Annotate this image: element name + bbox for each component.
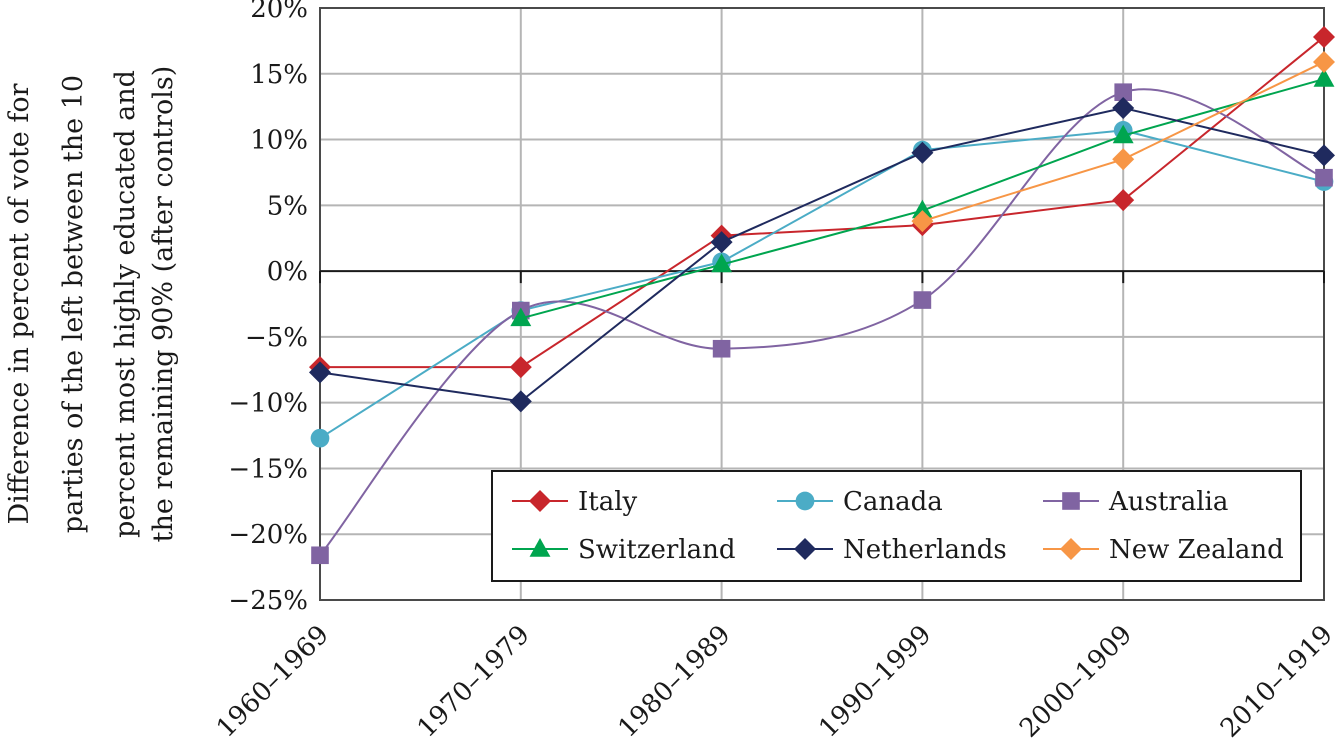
x-tick-label: 1990–1999 (813, 620, 937, 744)
y-tick-label: −10% (228, 389, 308, 419)
y-tick-label: −5% (245, 323, 308, 353)
y-tick-label: −15% (228, 454, 308, 484)
y-tick-label: 20% (250, 0, 308, 24)
series-line-canada (319, 129, 1325, 440)
series-canada (310, 120, 1334, 448)
legend-item-switzerland: Switzerland (512, 535, 736, 565)
legend: Italy Canada Australia Switzerland Netherlan… (491, 470, 1302, 582)
y-tick-label: 15% (250, 60, 308, 90)
data-point-australia (311, 546, 329, 565)
y-axis-title-line: Difference in percent of vote for (4, 83, 35, 524)
y-axis-title-line: the remaining 90% (after controls) (148, 66, 179, 543)
legend-marker-italy (529, 490, 551, 512)
series-line-australia (319, 88, 1325, 556)
data-point-italy (509, 356, 532, 379)
axes: 20% 15% 10% 5% 0% −5% −10% −15% −20% −25% 1960–196… (211, 0, 1337, 744)
data-point-switzerland (1313, 68, 1335, 87)
series-line-netherlands (319, 106, 1325, 403)
legend-label: Australia (1108, 487, 1228, 517)
y-axis-title-line: percent most highly educated and (110, 70, 141, 538)
y-axis-title: Difference in percent of vote for parties… (4, 66, 179, 543)
data-point-australia (712, 339, 731, 358)
data-point-netherlands (309, 361, 331, 384)
legend-label: Switzerland (578, 535, 736, 565)
data-point-switzerland (1112, 124, 1134, 144)
data-point-australia (1114, 83, 1132, 101)
legend-item-canada: Canada (777, 487, 943, 517)
legend-marker-netherlands (794, 538, 816, 560)
data-point-netherlands (1313, 144, 1335, 167)
data-point-netherlands (710, 231, 733, 254)
legend-item-new-zealand: New Zealand (1043, 535, 1284, 565)
data-point-switzerland (711, 253, 733, 273)
legend-marker-canada (795, 491, 815, 511)
legend-item-italy: Italy (512, 487, 638, 517)
y-tick-label: 5% (267, 191, 308, 221)
data-point-australia (913, 291, 932, 309)
legend-label: Italy (578, 487, 638, 517)
data-point-new-zealand (911, 210, 934, 233)
y-tick-label: −25% (228, 586, 308, 616)
data-point-netherlands (509, 390, 532, 413)
x-tick-label: 1980–1989 (613, 620, 737, 744)
y-axis-title-line: parties of the left between the 10 (58, 75, 89, 533)
series-italy (309, 25, 1335, 379)
x-tick-label: 1970–1979 (412, 620, 536, 744)
legend-label: Netherlands (843, 535, 1007, 565)
legend-marker-switzerland (529, 538, 551, 557)
y-tick-label: 0% (267, 257, 308, 287)
x-tick-label: 1960–1969 (211, 620, 335, 744)
series-layer (309, 25, 1335, 565)
series-new-zealand (911, 50, 1335, 233)
series-netherlands (309, 96, 1335, 413)
y-tick-label: −20% (228, 520, 308, 550)
legend-label: New Zealand (1109, 535, 1284, 565)
legend-label: Canada (843, 487, 943, 517)
series-line-italy (320, 36, 1325, 369)
legend-item-netherlands: Netherlands (777, 535, 1007, 565)
x-tick-label: 2000–1909 (1014, 620, 1138, 744)
data-point-new-zealand (1313, 50, 1335, 73)
data-point-netherlands (911, 141, 934, 164)
data-point-netherlands (1112, 96, 1135, 119)
data-point-italy (1313, 25, 1335, 48)
legend-box (491, 470, 1302, 582)
legend-marker-new-zealand (1060, 538, 1082, 560)
plot-area-border (319, 7, 1325, 601)
data-point-italy (1112, 189, 1135, 212)
data-point-canada (310, 428, 330, 448)
data-point-australia (1315, 168, 1333, 187)
y-tick-label: 10% (250, 126, 308, 156)
data-point-switzerland (911, 199, 933, 219)
legend-item-australia: Australia (1043, 487, 1228, 517)
series-australia (311, 83, 1333, 565)
x-tick-label: 2010–1919 (1215, 620, 1337, 744)
data-point-switzerland (510, 307, 532, 327)
legend-marker-australia (1062, 492, 1080, 510)
data-point-new-zealand (1112, 148, 1135, 171)
